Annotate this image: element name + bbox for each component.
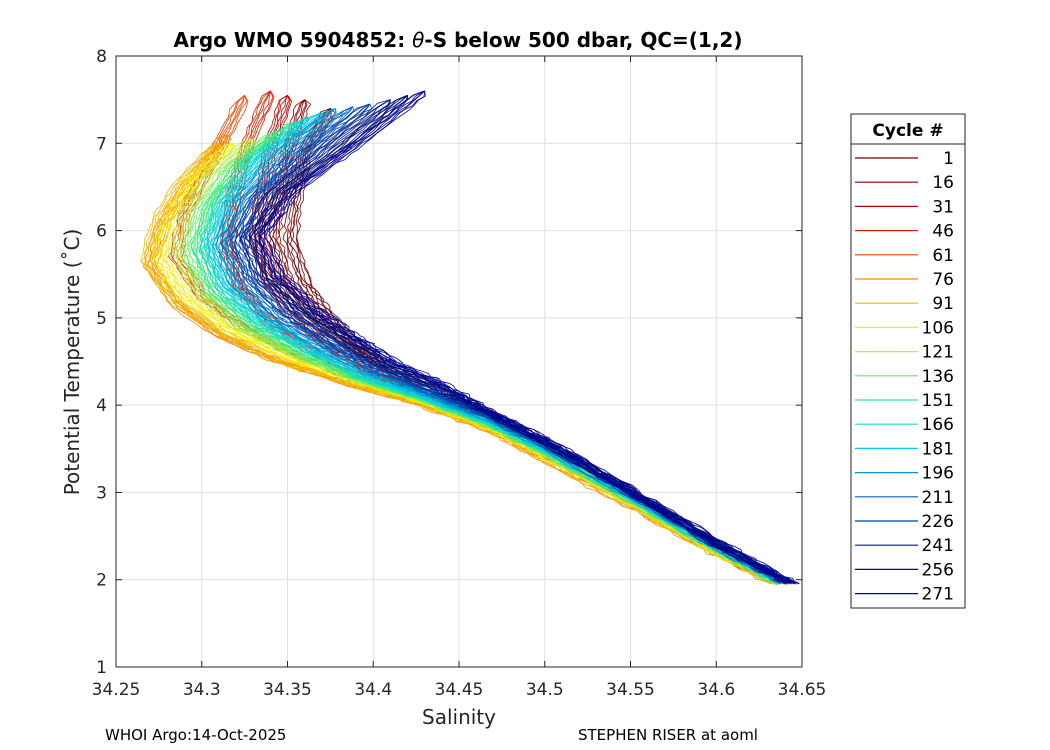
legend-label: 16 [932, 173, 954, 193]
series-line-cycle-271 [268, 90, 800, 585]
legend-label: 76 [932, 270, 954, 290]
y-tick-label: 4 [96, 396, 107, 416]
legend-label: 226 [922, 512, 954, 532]
series-line-cycle-196 [211, 107, 778, 583]
legend-entries: 1 16 31 46 61 76 91 106 121 136 151 166 181 196 211 226… [855, 149, 954, 605]
x-tick-label: 34.55 [606, 680, 655, 700]
series-line-cycle-271 [259, 90, 793, 583]
series-line-cycle-271 [264, 90, 800, 585]
legend-label: 256 [922, 560, 954, 580]
footer-right: STEPHEN RISER at aoml [578, 726, 758, 744]
x-tick-label: 34.3 [183, 680, 221, 700]
series-line-cycle-241 [244, 99, 795, 584]
legend-label: 241 [922, 536, 954, 556]
series-lines [140, 90, 800, 586]
legend-label: 151 [922, 391, 954, 411]
x-tick-label: 34.5 [526, 680, 564, 700]
legend-box [850, 113, 966, 609]
axis-ticks [115, 55, 803, 668]
x-tick-label: 34.6 [697, 680, 735, 700]
series-line-cycle-271 [254, 90, 786, 584]
legend-label: 136 [922, 367, 954, 387]
legend-label: 181 [922, 439, 954, 459]
x-tick-label: 34.25 [92, 680, 141, 700]
y-tick-labels: 1 2 3 4 5 6 7 8 [96, 47, 107, 678]
legend-label: 121 [922, 343, 954, 363]
y-tick-label: 7 [96, 134, 107, 154]
x-tick-labels: 34.25 34.3 34.35 34.4 34.45 34.5 34.55 34.6 34.6… [92, 680, 827, 700]
y-tick-label: 8 [96, 47, 107, 67]
x-axis-label: Salinity [422, 705, 496, 729]
x-tick-label: 34.45 [435, 680, 484, 700]
footer-left: WHOI Argo:14-Oct-2025 [105, 726, 286, 744]
series-line-cycle-241 [239, 99, 780, 584]
legend-label: 1 [943, 149, 954, 169]
series-line-cycle-271 [258, 90, 785, 585]
legend-title: Cycle # [872, 121, 943, 141]
chart-title: Argo WMO 5904852: θ-S below 500 dbar, QC… [174, 28, 743, 52]
legend: Cycle # 11631466176911061211361511661811… [850, 113, 966, 609]
x-tick-label: 34.35 [263, 680, 312, 700]
legend-label: 31 [932, 197, 954, 217]
y-axis-label: Potential Temperature (˚C) [60, 229, 84, 496]
legend-label: 91 [932, 294, 954, 314]
x-tick-label: 34.65 [778, 680, 827, 700]
x-tick-label: 34.4 [354, 680, 392, 700]
legend-label: 46 [932, 222, 954, 242]
legend-label: 196 [922, 464, 954, 484]
y-tick-label: 5 [96, 309, 107, 329]
legend-label: 271 [922, 585, 954, 605]
legend-label: 61 [932, 246, 954, 266]
legend-label: 166 [922, 415, 954, 435]
legend-label: 106 [922, 318, 954, 338]
y-tick-label: 2 [96, 571, 107, 591]
y-tick-label: 3 [96, 483, 107, 503]
legend-label: 211 [922, 488, 954, 508]
y-tick-label: 6 [96, 222, 107, 242]
y-tick-label: 1 [96, 658, 107, 678]
series-line-cycle-166 [198, 116, 781, 583]
